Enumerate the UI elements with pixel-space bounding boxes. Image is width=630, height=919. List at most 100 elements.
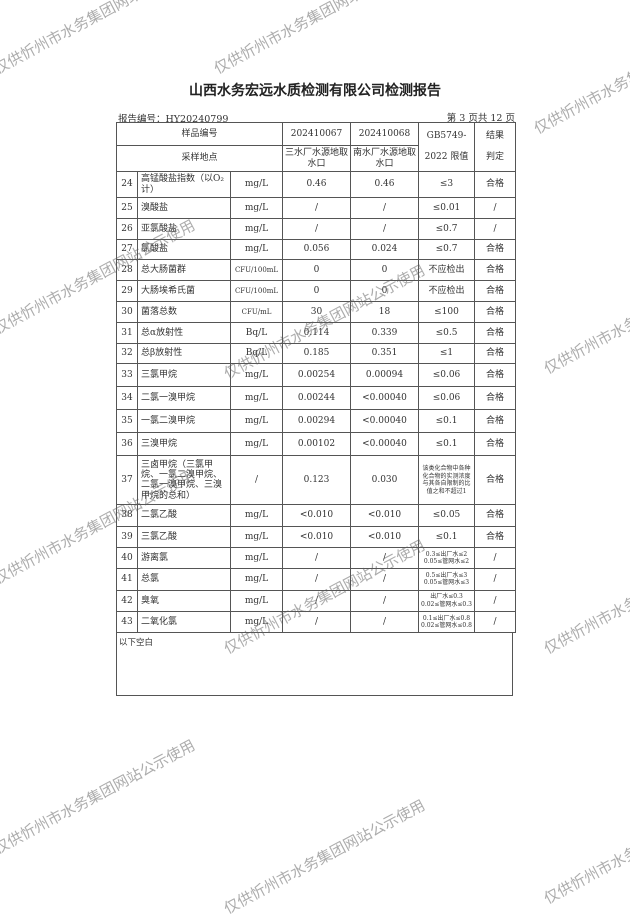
sample-no-label: 样品编号 [116,122,283,146]
sample-1-value: 0.123 [282,455,351,506]
table-row: 39 三氯乙酸 mg/L <0.010 <0.010 ≤0.1 合格 [116,525,516,548]
limit-value: ≤0.1 [418,525,475,548]
result: 合格 [474,321,516,344]
sample-1-value: 0.00254 [282,363,351,388]
table-row: 32 总β放射性 Bq/L 0.185 0.351 ≤1 合格 [116,342,516,365]
sample-1-site: 三水厂水源地取水口 [282,145,351,172]
sample-1-value: / [282,546,351,570]
table-row: 29 大肠埃希氏菌 CFU/100mL 0 0 不应检出 合格 [116,280,516,302]
sample-2-value: 0.46 [350,171,419,198]
table-row: 35 一氯二溴甲烷 mg/L 0.00294 <0.00040 ≤0.1 合格 [116,409,516,434]
item-name: 三溴甲烷 [137,432,231,457]
item-name: 溴酸盐 [137,197,231,219]
result: 合格 [474,171,516,198]
limit-value: 该类化合物中各种化合物的实测浓度与其各自限制的比值之和不超过1 [418,455,475,506]
unit: mg/L [230,610,283,634]
limit-value: ≤0.01 [418,197,475,219]
limit-value: ≤0.1 [418,432,475,457]
result: / [474,589,516,612]
report-title: 山西水务宏远水质检测有限公司检测报告 [189,83,441,99]
result: 合格 [474,386,516,411]
sample-1-value: 0.00244 [282,386,351,411]
result: 合格 [474,504,516,527]
row-number: 32 [116,342,138,365]
table-row: 42 臭氧 mg/L / / 出厂水≤0.3 0.02≤管网水≤0.3/ [116,589,516,612]
sample-2-value: / [350,546,419,570]
sample-1-value: 0.00102 [282,432,351,457]
row-number: 28 [116,259,138,282]
sample-1-value: 0.00294 [282,409,351,434]
unit: mg/L [230,171,283,198]
result: 合格 [474,409,516,434]
sample-2-value: / [350,197,419,219]
result: 合格 [474,525,516,548]
watermark: 仅供忻州市水务集团网站公示使用 [540,256,630,378]
limit-value: ≤0.7 [418,217,475,240]
sample-2-value: <0.00040 [350,386,419,411]
unit: mg/L [230,386,283,411]
item-name: 亚氯酸盐 [137,217,231,240]
table-row: 40 游离氯 mg/L //0.3≤出厂水≤2 0.05≤管网水≤2/ [116,546,516,570]
table-row: 37 三卤甲烷（三氯甲烷、一氯二溴甲烷、二氯一溴甲烷、三溴甲烷的总和）/0.123… [116,455,516,506]
limit-value: 0.1≤出厂水≤0.8 0.02≤管网水≤0.8 [418,610,475,634]
sample-1-id: 202410067 [282,122,351,146]
table-row: 43 二氧化氯 mg/L //0.1≤出厂水≤0.8 0.02≤管网水≤0.8/ [116,610,516,634]
unit: mg/L [230,546,283,570]
sample-2-value: 0.00094 [350,363,419,388]
item-name: 总氯 [137,568,231,591]
sample-2-value: / [350,568,419,591]
sample-2-site: 南水厂水源地取水口 [350,145,419,172]
unit: CFU/100mL [230,259,283,282]
limit-value: ≤0.1 [418,409,475,434]
item-name: 高锰酸盐指数（以O₂计） [137,171,231,198]
sample-2-value: 0 [350,259,419,282]
sample-2-value: / [350,217,419,240]
limit-value: 0.5≤出厂水≤3 0.05≤管网水≤3 [418,568,475,591]
row-number: 26 [116,217,138,240]
limit-value: ≤100 [418,300,475,323]
table-row: 38 二氯乙酸 mg/L <0.010 <0.010 ≤0.05 合格 [116,504,516,527]
unit: mg/L [230,238,283,261]
unit: mg/L [230,217,283,240]
limit-value: ≤0.05 [418,504,475,527]
table-row: 30 菌落总数 CFU/mL 30 18 ≤100 合格 [116,300,516,323]
result: 合格 [474,238,516,261]
row-number: 36 [116,432,138,457]
unit: CFU/100mL [230,280,283,302]
sample-1-value: / [282,197,351,219]
sample-2-value: <0.010 [350,525,419,548]
footer-note: 以下空白 [116,633,513,696]
sample-2-value: 0.030 [350,455,419,506]
result-header: 结果 判定 [474,122,516,172]
sample-1-value: / [282,589,351,612]
limit-value: ≤0.5 [418,321,475,344]
sample-2-value: <0.010 [350,504,419,527]
item-name: 总α放射性 [137,321,231,344]
table-row: 34 二氯一溴甲烷 mg/L 0.00244 <0.00040 ≤0.06 合格 [116,386,516,411]
sample-1-value: 0.114 [282,321,351,344]
row-number: 38 [116,504,138,527]
item-name: 一氯二溴甲烷 [137,409,231,434]
table-row: 26 亚氯酸盐 mg/L / / ≤0.7/ [116,217,516,240]
sample-1-value: <0.010 [282,504,351,527]
item-name: 总β放射性 [137,342,231,365]
unit: mg/L [230,568,283,591]
row-number: 34 [116,386,138,411]
table-row: 41 总氯 mg/L //0.5≤出厂水≤3 0.05≤管网水≤3/ [116,568,516,591]
report-number: 报告编号：HY20240799 [118,114,229,125]
sample-1-value: / [282,217,351,240]
sample-2-value: / [350,589,419,612]
unit: mg/L [230,504,283,527]
limit-value: ≤0.06 [418,386,475,411]
result: 合格 [474,280,516,302]
item-name: 二氧化氯 [137,610,231,634]
sample-1-value: 0.056 [282,238,351,261]
unit: mg/L [230,409,283,434]
result: 合格 [474,455,516,506]
item-name: 总大肠菌群 [137,259,231,282]
unit: CFU/mL [230,300,283,323]
limit-value: 0.3≤出厂水≤2 0.05≤管网水≤2 [418,546,475,570]
row-number: 24 [116,171,138,198]
item-name: 菌落总数 [137,300,231,323]
table-row: 24 高锰酸盐指数（以O₂计） mg/L 0.46 0.46 ≤3 合格 [116,171,516,198]
